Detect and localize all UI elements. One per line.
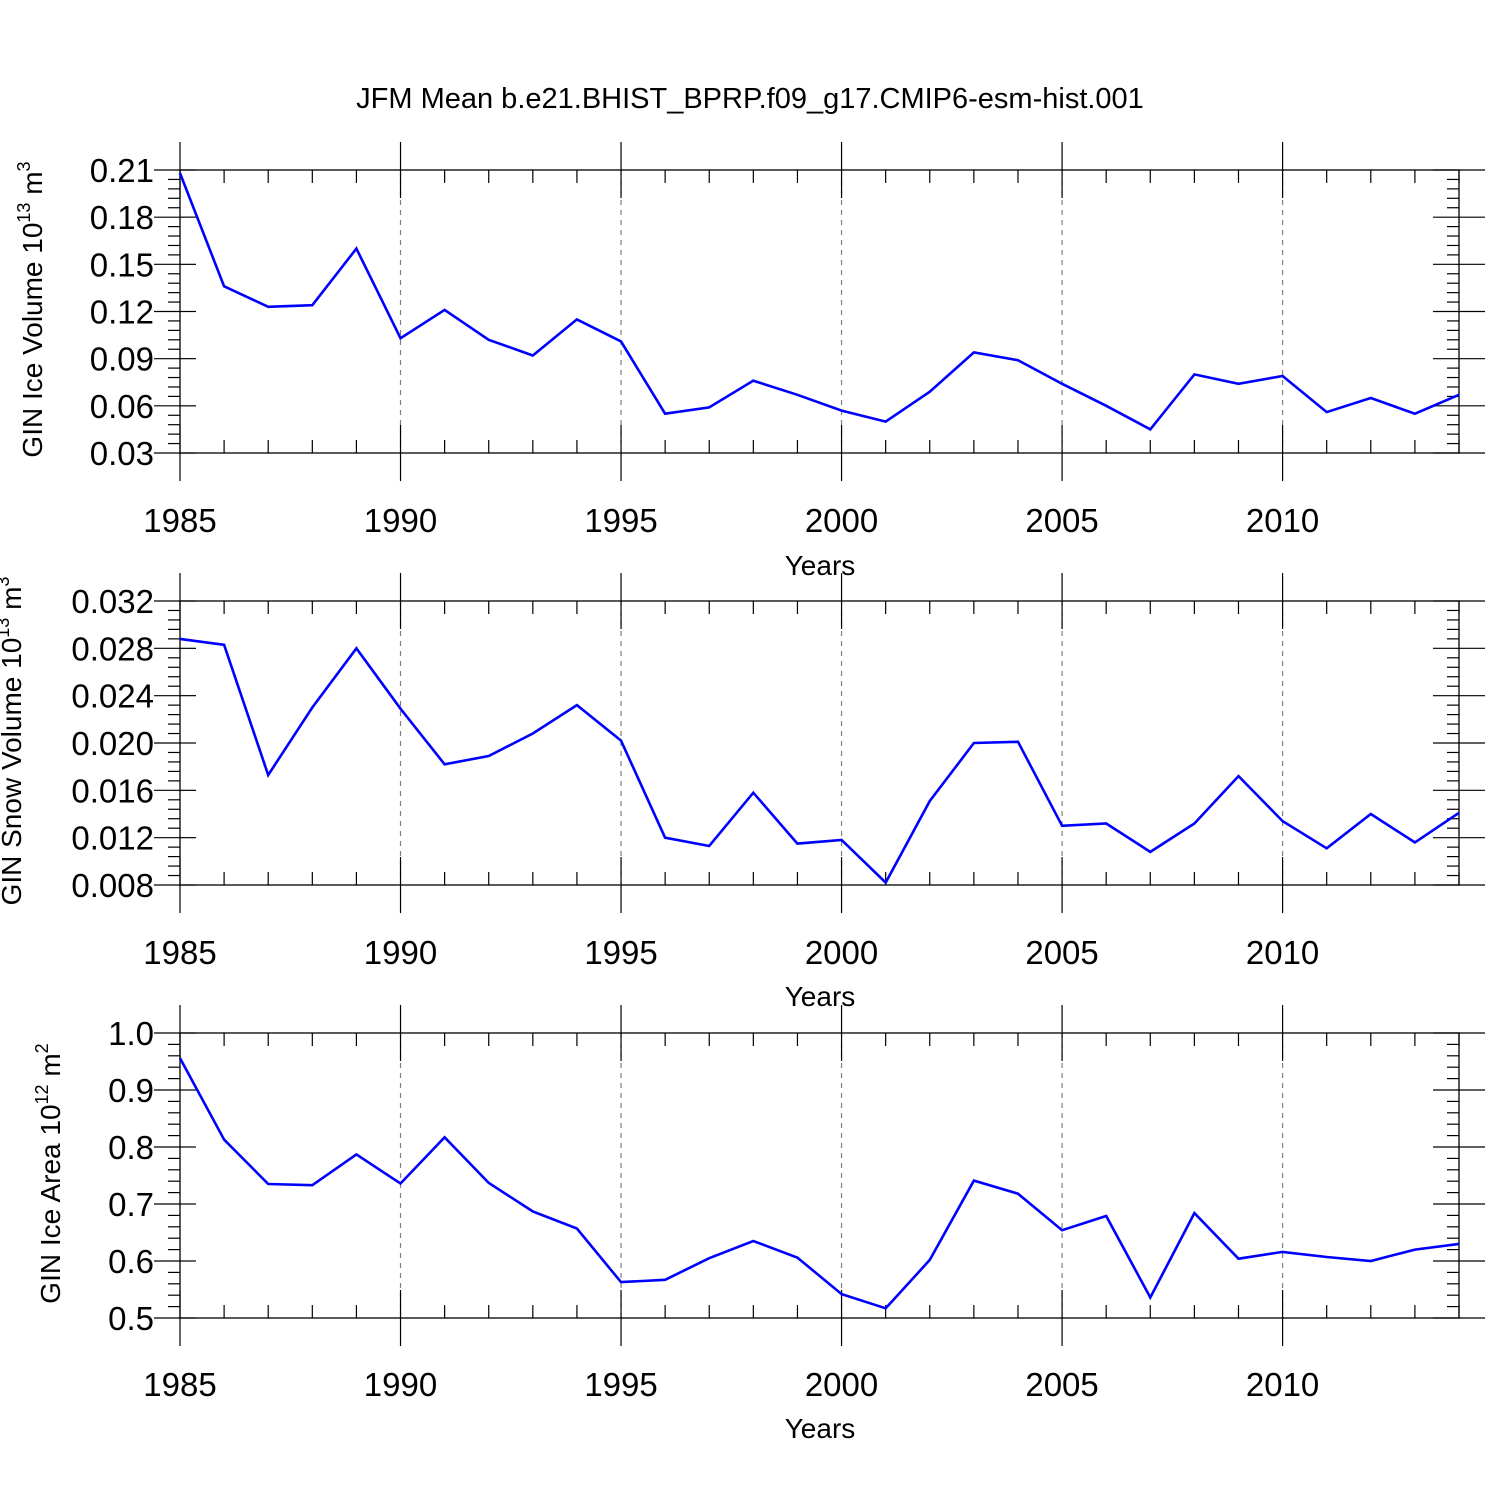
y-tick-label: 0.032 — [71, 583, 154, 620]
x-tick-label: 2000 — [805, 934, 878, 971]
x-tick-label: 2005 — [1025, 502, 1098, 539]
y-tick-label: 0.18 — [90, 199, 154, 236]
y-axis-title: GIN Snow Volume 1013 m3 — [0, 577, 27, 906]
y-tick-label: 0.6 — [108, 1243, 154, 1280]
y-axis-title: GIN Ice Area 1012 m2 — [32, 1043, 66, 1303]
y-tick-label: 0.9 — [108, 1072, 154, 1109]
x-tick-label: 1990 — [364, 502, 437, 539]
figure-title: JFM Mean b.e21.BHIST_BPRP.f09_g17.CMIP6-… — [356, 83, 1144, 115]
y-tick-label: 0.008 — [71, 867, 154, 904]
y-tick-label: 0.09 — [90, 341, 154, 378]
y-tick-label: 0.5 — [108, 1300, 154, 1337]
x-tick-label: 2010 — [1246, 934, 1319, 971]
series-line — [178, 1057, 1460, 1310]
y-tick-label: 0.03 — [90, 435, 154, 472]
y-tick-label: 0.06 — [90, 388, 154, 425]
x-tick-label: 1985 — [143, 934, 216, 971]
x-axis-title: Years — [785, 1413, 856, 1444]
y-tick-label: 0.012 — [71, 820, 154, 857]
series-line — [179, 637, 1460, 885]
x-tick-label: 1990 — [364, 934, 437, 971]
x-tick-label: 2000 — [805, 502, 878, 539]
x-tick-label: 1990 — [364, 1366, 437, 1403]
x-tick-label: 1985 — [143, 1366, 216, 1403]
x-tick-label: 1995 — [584, 502, 657, 539]
chart-panel-2: 0.008 0.012 0.016 0.020 0.024 0.028 0.032 1985 1… — [0, 573, 1485, 1012]
x-tick-label: 1985 — [143, 502, 216, 539]
y-tick-label: 0.028 — [71, 630, 154, 667]
x-tick-label: 2000 — [805, 1366, 878, 1403]
y-axis-title: GIN Ice Volume 1013 m3 — [14, 161, 48, 457]
y-tick-label: 0.21 — [90, 152, 154, 189]
plot-frame — [179, 169, 1460, 454]
x-tick-label: 2005 — [1025, 1366, 1098, 1403]
y-tick-label: 0.024 — [71, 678, 154, 715]
plot-frame — [179, 1032, 1460, 1319]
x-tick-label: 2005 — [1025, 934, 1098, 971]
x-axis-title: Years — [785, 550, 856, 581]
x-tick-label: 2010 — [1246, 1366, 1319, 1403]
series-line — [178, 172, 1460, 432]
y-tick-label: 0.016 — [71, 772, 154, 809]
x-tick-label: 2010 — [1246, 502, 1319, 539]
chart-panel-1: 0.03 0.06 0.09 0.12 0.15 0.18 0.21 1985 1990 1995… — [14, 142, 1485, 581]
y-tick-label: 0.15 — [90, 246, 154, 283]
x-tick-label: 1995 — [584, 934, 657, 971]
plot-frame — [179, 600, 1460, 886]
y-tick-label: 0.8 — [108, 1129, 154, 1166]
chart-panel-3: 0.5 0.6 0.7 0.8 0.9 1.0 1985 1990 1995 2000 2005 20… — [32, 1005, 1485, 1444]
y-tick-label: 0.7 — [108, 1186, 154, 1223]
x-axis-title: Years — [785, 981, 856, 1012]
y-tick-label: 1.0 — [108, 1015, 154, 1052]
y-tick-label: 0.12 — [90, 294, 154, 331]
x-tick-label: 1995 — [584, 1366, 657, 1403]
y-tick-label: 0.020 — [71, 725, 154, 762]
